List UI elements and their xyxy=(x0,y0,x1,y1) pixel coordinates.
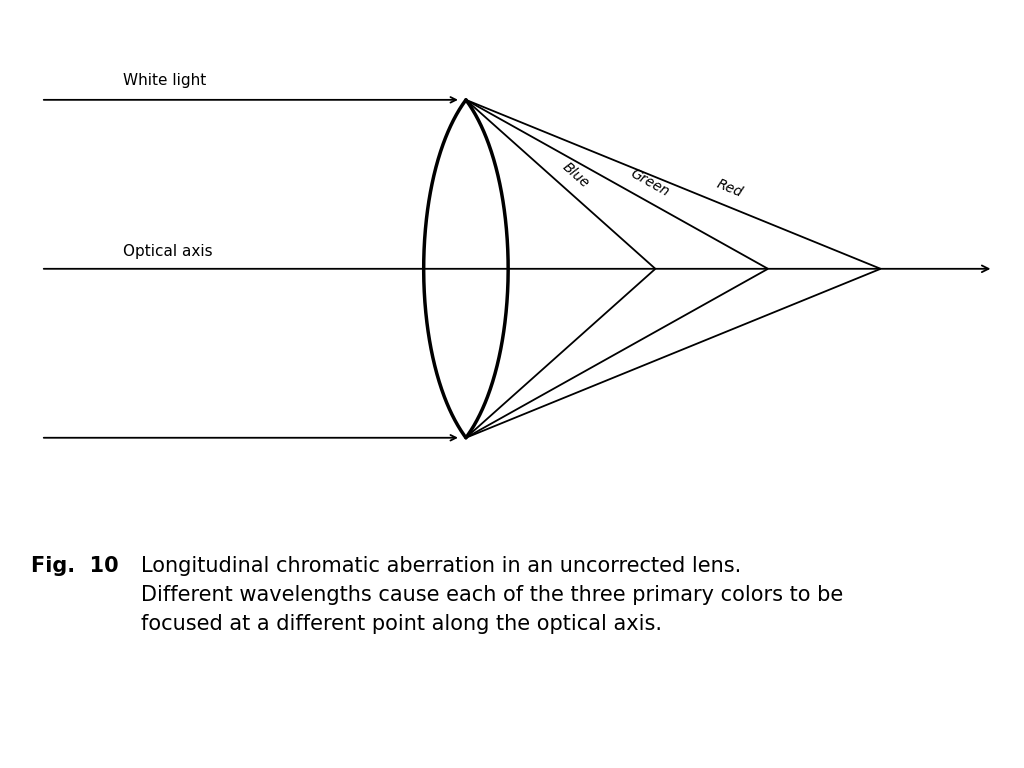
Text: Red: Red xyxy=(715,177,744,200)
Text: Fig.  10: Fig. 10 xyxy=(31,556,119,576)
Text: Blue: Blue xyxy=(560,160,592,190)
Text: Longitudinal chromatic aberration in an uncorrected lens.
Different wavelengths : Longitudinal chromatic aberration in an … xyxy=(140,556,843,634)
Text: Optical axis: Optical axis xyxy=(123,243,213,259)
Text: White light: White light xyxy=(123,72,206,88)
Text: Green: Green xyxy=(628,167,672,199)
